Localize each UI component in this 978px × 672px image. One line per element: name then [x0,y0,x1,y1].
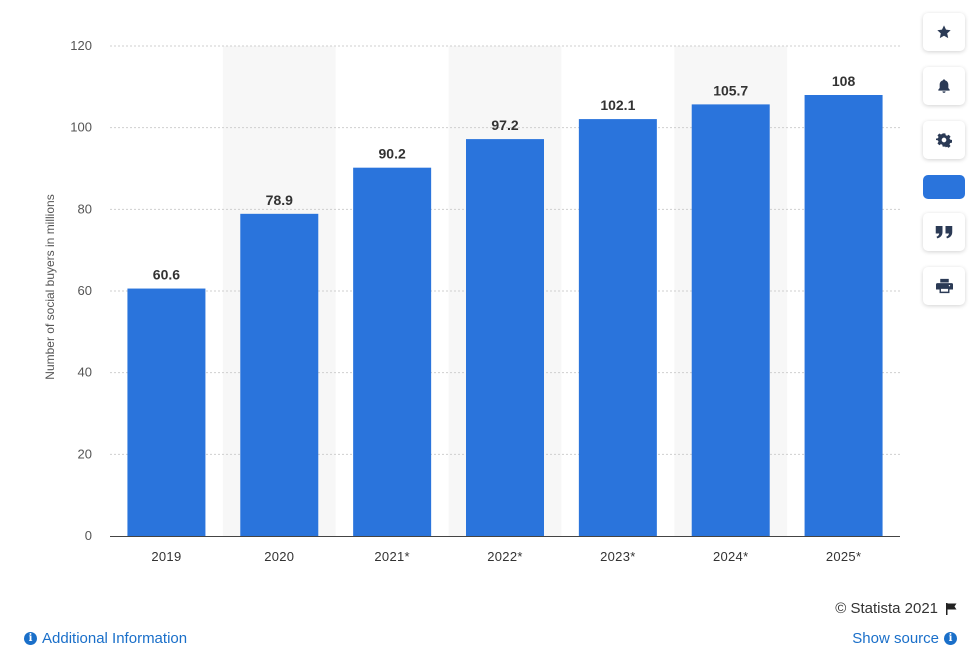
bar-2020[interactable] [240,213,319,536]
y-tick-label: 0 [85,528,92,543]
data-label: 60.6 [153,267,180,283]
x-tick-label: 2023* [600,549,635,564]
y-tick-label: 60 [78,283,92,298]
additional-information-label: Additional Information [42,630,188,647]
settings-button[interactable] [923,121,965,159]
x-tick-label: 2022* [487,549,522,564]
star-icon [937,25,951,39]
y-tick-label: 80 [78,201,92,216]
toolbar [923,13,965,321]
cite-button[interactable] [923,213,965,251]
x-tick-label: 2021* [374,549,409,564]
y-tick-label: 20 [78,446,92,461]
data-label: 105.7 [713,82,748,98]
quote-icon [935,226,953,239]
bar-2024*[interactable] [691,104,770,537]
data-label: 97.2 [491,117,518,133]
x-tick-label: 2020 [264,549,294,564]
data-label: 78.9 [266,192,293,208]
notification-button[interactable] [923,67,965,105]
y-tick-label: 120 [70,38,92,53]
bar-2019[interactable] [127,288,206,536]
bar-2023*[interactable] [578,119,657,536]
print-button[interactable] [923,267,965,305]
favorite-button[interactable] [923,13,965,51]
y-axis-title: Number of social buyers in millions [43,194,57,379]
y-tick-label: 100 [70,120,92,135]
copyright-text: © Statista 2021 [835,600,938,617]
copyright: © Statista 2021 [835,600,958,617]
y-axis-ticks: 0 20 40 60 80 100 120 [70,38,92,543]
x-tick-label: 2025* [826,549,861,564]
data-label: 102.1 [600,97,635,113]
bars [127,95,883,537]
data-label: 108 [832,73,856,89]
flag-icon[interactable] [944,602,958,616]
x-axis-labels: 2019 2020 2021* 2022* 2023* 2024* 2025* [151,549,861,564]
y-tick-label: 40 [78,365,92,380]
bar-2021*[interactable] [353,167,432,536]
gear-icon [936,133,952,148]
show-source-label: Show source [852,630,939,647]
info-icon: i [944,632,957,645]
bell-icon [938,79,950,93]
info-icon: i [24,632,37,645]
data-labels: 60.6 78.9 90.2 97.2 102.1 105.7 108 [153,73,856,283]
additional-information-link[interactable]: i Additional Information [24,630,187,647]
share-button[interactable] [923,175,965,199]
bar-2025*[interactable] [804,95,883,536]
print-icon [935,278,953,294]
data-label: 90.2 [379,146,406,162]
show-source-link[interactable]: Show source i [852,630,957,647]
bar-2022*[interactable] [466,139,544,536]
x-tick-label: 2019 [151,549,181,564]
x-tick-label: 2024* [713,549,748,564]
